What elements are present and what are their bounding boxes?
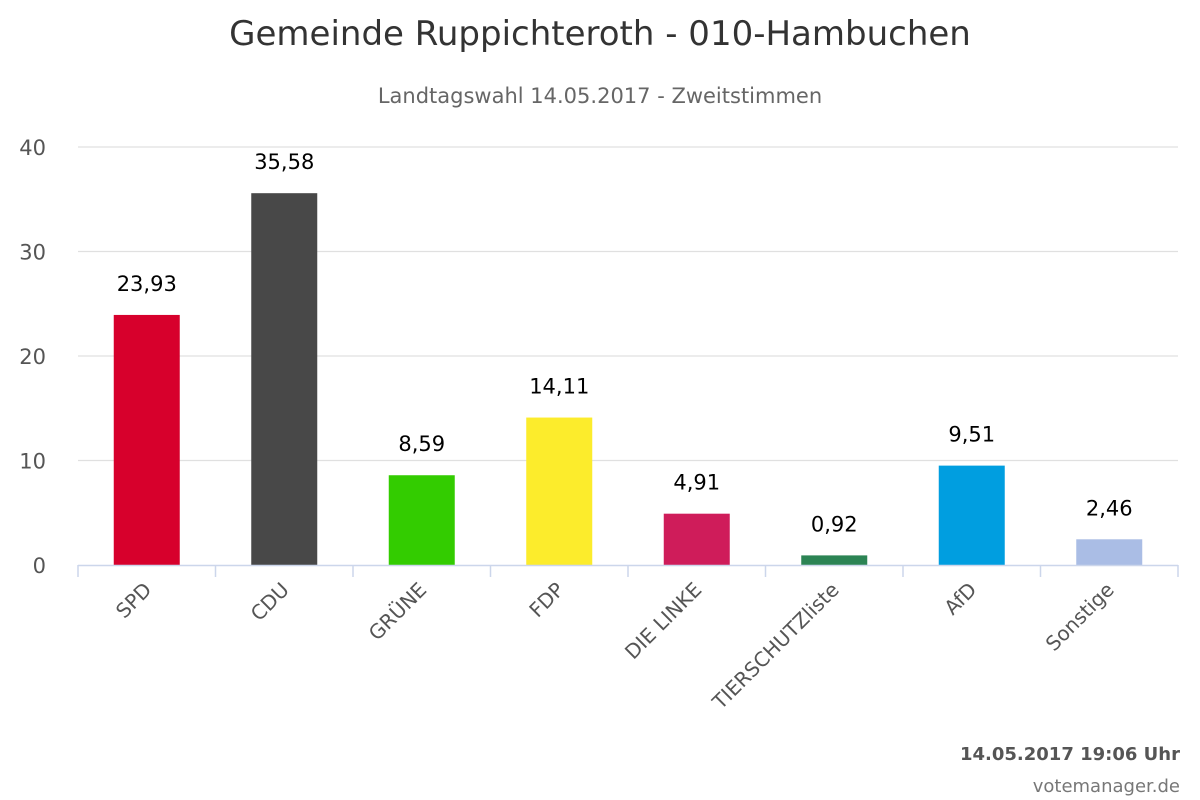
bar-sonstige[interactable] <box>1076 539 1143 565</box>
chart-subtitle: Landtagswahl 14.05.2017 - Zweitstimmen <box>377 84 823 108</box>
bar-tierschutzliste[interactable] <box>801 555 868 565</box>
bar-fdp[interactable] <box>526 417 593 565</box>
y-axis-tick-labels: 0 10 20 30 40 <box>19 136 46 578</box>
data-labels: 23,93 35,58 8,59 14,11 4,91 0,92 9,51 2,46 <box>117 150 1133 536</box>
x-axis-tick-labels: SPD CDU GRÜNE FDP DIE LINKE TIERSCHUTZliste Af… <box>111 578 1119 715</box>
data-label: 2,46 <box>1086 496 1133 520</box>
bar-die-linke[interactable] <box>663 513 730 565</box>
x-tick-label: FDP <box>524 578 569 623</box>
y-tick-label: 10 <box>19 450 46 474</box>
x-tick-label: DIE LINKE <box>620 578 706 664</box>
x-tick-label: CDU <box>246 578 294 626</box>
y-tick-label: 20 <box>19 345 46 369</box>
y-tick-label: 30 <box>19 241 46 265</box>
y-tick-label: 0 <box>33 554 46 578</box>
x-axis <box>77 564 1179 577</box>
y-tick-label: 40 <box>19 136 46 160</box>
data-label: 4,91 <box>673 471 720 495</box>
bar-gr-ne[interactable] <box>388 475 455 565</box>
x-tick-label: Sonstige <box>1041 578 1119 656</box>
data-label: 23,93 <box>117 272 177 296</box>
data-label: 14,11 <box>529 375 589 399</box>
bar-spd[interactable] <box>113 314 180 565</box>
credit-link[interactable]: votemanager.de <box>1032 776 1180 797</box>
x-tick-label: GRÜNE <box>364 578 432 646</box>
data-label: 9,51 <box>948 423 995 447</box>
bar-cdu[interactable] <box>251 193 318 565</box>
chart-title: Gemeinde Ruppichteroth - 010-Hambuchen <box>229 14 971 54</box>
x-tick-label: TIERSCHUTZliste <box>707 578 844 715</box>
bar-afd[interactable] <box>938 465 1005 565</box>
grid-lines <box>78 146 1178 462</box>
x-tick-label: AfD <box>939 578 981 620</box>
data-label: 8,59 <box>398 432 445 456</box>
x-tick-label: SPD <box>111 578 156 623</box>
bars <box>113 193 1143 565</box>
data-label: 0,92 <box>811 512 858 536</box>
timestamp: 14.05.2017 19:06 Uhr <box>959 744 1180 765</box>
data-label: 35,58 <box>254 150 314 174</box>
